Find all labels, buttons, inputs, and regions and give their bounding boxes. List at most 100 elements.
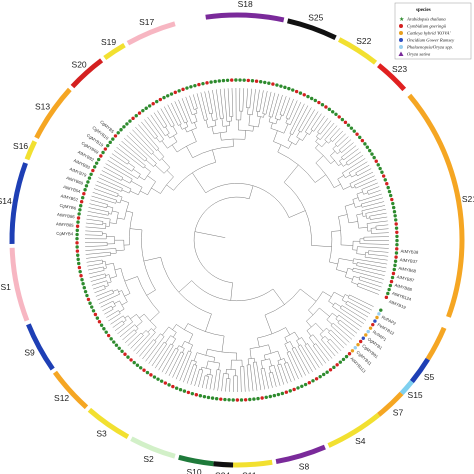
- leaf-marker: [95, 316, 100, 320]
- subgroup-label: S2: [143, 454, 154, 464]
- leaf-marker: [320, 103, 325, 107]
- leaf-marker: [213, 79, 217, 84]
- leaf-marker: [387, 287, 391, 292]
- leaf-marker: [116, 131, 120, 135]
- species-legend: species ★ Arabidopsis thaliana Cymbidium g…: [394, 2, 472, 60]
- subgroup-label: S13: [35, 101, 50, 111]
- subgroup-arc: [425, 326, 447, 361]
- triangle-icon: [398, 51, 404, 56]
- leaf-marker: [90, 305, 94, 309]
- leaf-marker: [214, 397, 219, 401]
- legend-item-label: Arabidopsis thaliana: [406, 17, 446, 22]
- leaf-marker: [77, 212, 81, 216]
- leaf-marker: [85, 293, 89, 298]
- subgroup-label: S9: [24, 348, 35, 358]
- leaf-marker: [375, 315, 379, 320]
- leaf-marker: [263, 80, 267, 85]
- leaf-marker: [155, 99, 159, 104]
- leaf-marker: [343, 120, 348, 125]
- leaf-marker: [358, 135, 362, 140]
- leaf-marker: [311, 379, 315, 383]
- leaf-marker: [276, 392, 281, 397]
- leaf-marker: [379, 308, 383, 312]
- leaf-marker: [395, 234, 399, 239]
- leaf-marker: [117, 346, 121, 350]
- subgroup-arc: [407, 93, 465, 318]
- leaf-marker: [332, 365, 336, 370]
- tree-branches: [85, 88, 389, 393]
- subgroup-arc: [87, 407, 130, 439]
- leaf-marker: [190, 391, 195, 396]
- leaf-label: AtMYB88: [394, 282, 413, 292]
- legend-item-label: Cymbidium goeringii: [407, 24, 447, 29]
- subgroup-arc: [24, 140, 38, 161]
- leaf-marker: [394, 222, 398, 226]
- leaf-marker: [388, 283, 393, 288]
- subgroup-label: S3: [96, 428, 107, 438]
- leaf-marker: [78, 269, 82, 274]
- leaf-marker: [350, 349, 355, 353]
- subgroup-label: S20: [72, 60, 87, 70]
- leaf-marker: [219, 397, 223, 401]
- subgroup-arc: [9, 162, 28, 244]
- leaf-marker: [132, 360, 136, 365]
- leaf-marker: [360, 138, 365, 143]
- subgroup-arc: [26, 323, 55, 371]
- leaf-marker: [83, 289, 88, 294]
- leaf-marker: [135, 363, 140, 367]
- leaf-marker: [386, 185, 390, 190]
- star-icon: ★: [399, 16, 404, 23]
- leaf-marker: [147, 104, 152, 108]
- leaf-marker: [75, 224, 80, 228]
- leaf-marker: [394, 255, 398, 259]
- leaf-marker: [166, 94, 170, 98]
- subgroup-label: S11: [242, 471, 257, 474]
- leaf-marker: [142, 368, 146, 372]
- leaf-marker: [75, 232, 79, 237]
- leaf-marker: [82, 192, 86, 196]
- leaf-marker: [185, 86, 189, 90]
- leaf-marker: [139, 366, 143, 370]
- leaf-marker: [303, 382, 308, 387]
- subgroup-arc: [103, 42, 126, 60]
- leaf-marker: [123, 352, 127, 356]
- leaf-marker: [392, 209, 397, 214]
- leaf-marker: [163, 381, 168, 385]
- leaf-marker: [129, 358, 133, 362]
- leaf-marker: [275, 83, 279, 87]
- leaf-marker: [328, 368, 333, 372]
- leaf-marker: [134, 113, 138, 118]
- leaf-marker: [268, 394, 272, 399]
- leaf-marker: [394, 251, 399, 255]
- subgroup-label: S22: [356, 36, 371, 46]
- leaf-marker: [109, 337, 113, 341]
- leaf-marker: [242, 78, 246, 82]
- leaf-marker: [131, 116, 135, 121]
- leaf-marker: [80, 278, 84, 282]
- leaf-marker: [238, 78, 242, 82]
- subgroup-arc: [287, 18, 337, 41]
- leaf-marker: [197, 82, 201, 87]
- leaf-label: AtMYB124: [391, 291, 412, 302]
- leaf-markers: [75, 78, 399, 402]
- subgroup-label: S21: [462, 194, 474, 204]
- leaf-marker: [394, 226, 399, 230]
- leaf-marker: [75, 228, 79, 233]
- leaf-marker: [93, 312, 98, 317]
- leaf-marker: [394, 218, 398, 222]
- leaf-marker: [156, 377, 160, 381]
- leaf-marker: [243, 398, 248, 402]
- leaf-marker: [337, 115, 341, 119]
- leaf-marker: [102, 327, 106, 331]
- leaf-marker: [93, 165, 97, 169]
- leaf-marker: [159, 379, 164, 383]
- leaf-marker: [340, 117, 345, 122]
- leaf-marker: [239, 398, 244, 402]
- leaf-marker: [391, 205, 396, 210]
- leaf-marker: [338, 360, 343, 364]
- leaf-marker: [284, 390, 289, 394]
- leaf-marker: [206, 395, 211, 400]
- legend-title: species: [416, 8, 431, 13]
- leaf-marker: [89, 172, 93, 176]
- leaf-marker: [221, 78, 226, 83]
